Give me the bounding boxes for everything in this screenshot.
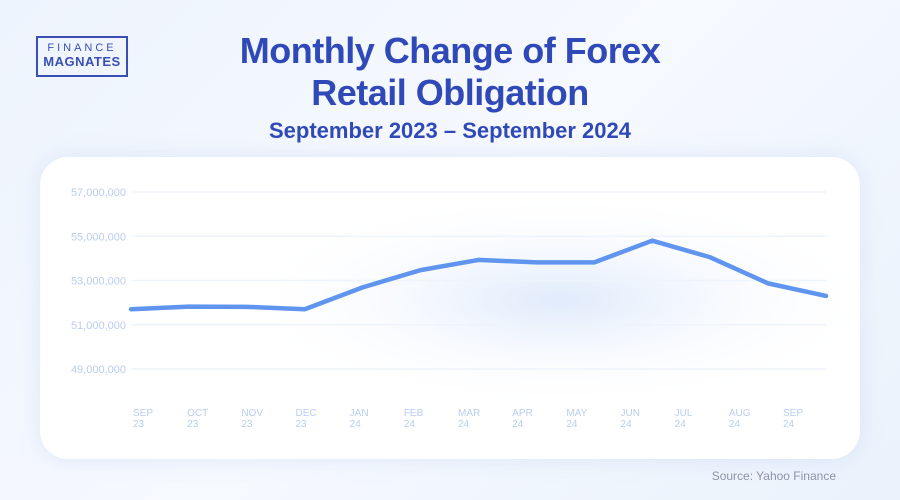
y-tick-label: 51,000,000 bbox=[71, 320, 126, 332]
title-line2: Retail Obligation bbox=[311, 72, 589, 113]
x-tick-label: FEB 24 bbox=[404, 408, 424, 430]
logo-line1: FINANCE bbox=[47, 42, 117, 54]
x-tick-label: OCT 23 bbox=[187, 408, 208, 430]
x-tick-label: JUN 24 bbox=[621, 408, 640, 430]
x-tick-label: JUL 24 bbox=[675, 408, 693, 430]
x-tick-label: NOV 23 bbox=[241, 408, 263, 430]
x-tick-label: MAR 24 bbox=[458, 408, 480, 430]
chart-title: Monthly Change of Forex Retail Obligatio… bbox=[0, 30, 900, 114]
chart-subtitle: September 2023 – September 2024 bbox=[269, 118, 631, 143]
y-tick-label: 49,000,000 bbox=[71, 364, 126, 376]
x-tick-label: SEP 24 bbox=[783, 408, 803, 430]
x-tick-label: SEP 23 bbox=[133, 408, 153, 430]
x-tick-label: AUG 24 bbox=[729, 408, 751, 430]
x-tick-label: DEC 23 bbox=[296, 408, 317, 430]
title-line1: Monthly Change of Forex bbox=[239, 30, 661, 71]
finance-magnates-logo: FINANCE MAGNATES bbox=[36, 36, 128, 77]
x-tick-label: JAN 24 bbox=[350, 408, 369, 430]
x-tick-label: MAY 24 bbox=[566, 408, 587, 430]
y-tick-label: 57,000,000 bbox=[71, 187, 126, 199]
source-note: Source: Yahoo Finance bbox=[711, 469, 836, 483]
line-glow bbox=[230, 190, 890, 410]
logo-line2: MAGNATES bbox=[43, 54, 121, 69]
x-tick-label: APR 24 bbox=[512, 408, 533, 430]
y-tick-label: 53,000,000 bbox=[71, 276, 126, 288]
y-tick-label: 55,000,000 bbox=[71, 231, 126, 243]
